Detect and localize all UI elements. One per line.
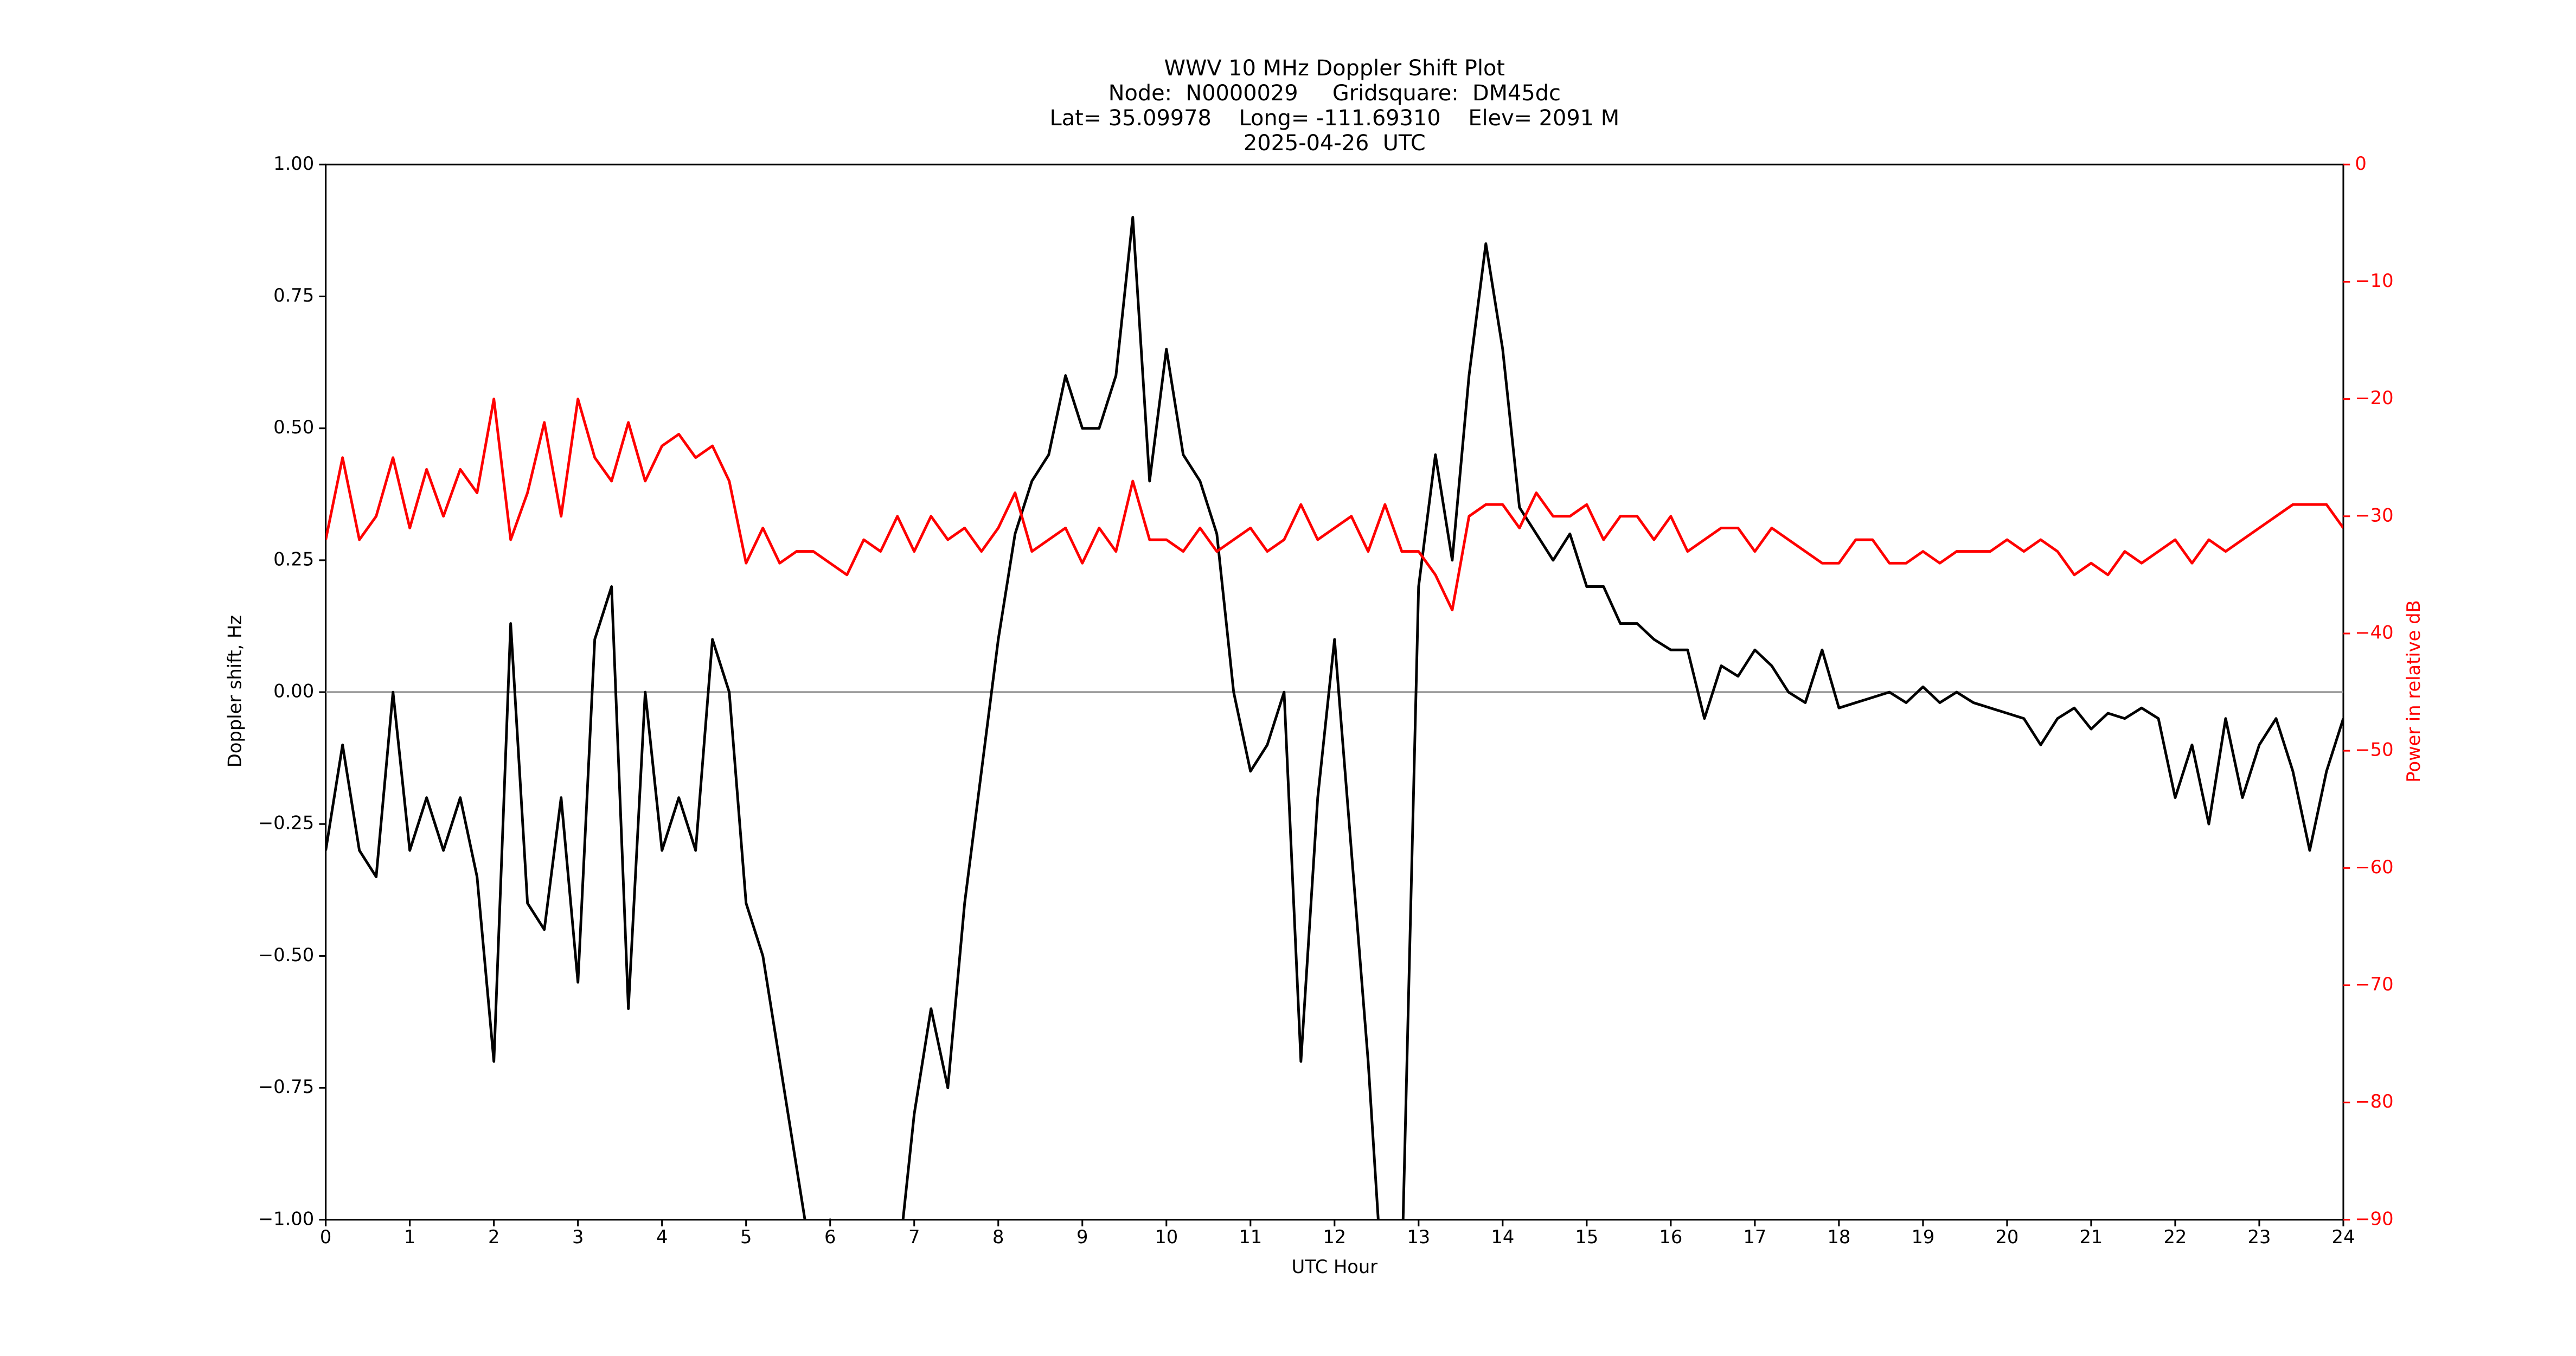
x-tick-label: 14 [1491,1226,1514,1248]
chart-subtitle: Node: N0000029 Gridsquare: DM45dc [1108,81,1561,106]
y2-tick-label: −10 [2355,270,2393,291]
y-tick-label: 0.00 [273,681,314,702]
x-tick-label: 16 [1659,1226,1682,1248]
chart-subtitle: Lat= 35.09978 Long= -111.69310 Elev= 209… [1050,106,1620,131]
y-tick-label: −1.00 [258,1208,314,1229]
y2-tick-label: −90 [2355,1208,2393,1229]
x-tick-label: 13 [1407,1226,1430,1248]
x-tick-label: 12 [1323,1226,1346,1248]
y2-tick-label: −80 [2355,1091,2393,1112]
x-tick-label: 17 [1743,1226,1766,1248]
y-tick-label: 1.00 [273,153,314,174]
x-tick-label: 8 [992,1226,1004,1248]
y2-tick-label: −30 [2355,504,2393,526]
y2-tick-label: −20 [2355,387,2393,408]
x-tick-label: 24 [2332,1226,2355,1248]
y2-axis-label: Power in relative dB [2403,600,2424,782]
x-tick-label: 21 [2079,1226,2103,1248]
x-tick-label: 22 [2164,1226,2187,1248]
x-axis-label: UTC Hour [1291,1256,1377,1277]
x-tick-label: 23 [2248,1226,2271,1248]
y2-tick-label: −50 [2355,739,2393,760]
y2-tick-label: −70 [2355,974,2393,995]
x-tick-label: 4 [656,1226,668,1248]
x-tick-label: 11 [1239,1226,1262,1248]
x-tick-label: 6 [824,1226,836,1248]
y-tick-label: −0.25 [258,813,314,834]
x-tick-label: 7 [908,1226,920,1248]
y-tick-label: 0.25 [273,548,314,570]
y-tick-label: 0.75 [273,285,314,306]
x-tick-label: 0 [320,1226,331,1248]
y2-tick-label: −40 [2355,622,2393,643]
x-tick-label: 15 [1575,1226,1598,1248]
x-tick-label: 3 [572,1226,584,1248]
series-line [325,398,2343,612]
y-tick-label: −0.50 [258,944,314,965]
x-tick-label: 9 [1076,1226,1088,1248]
y-axis-label: Doppler shift, Hz [225,615,246,767]
x-tick-label: 18 [1827,1226,1850,1248]
y2-tick-label: −60 [2355,856,2393,878]
x-tick-label: 5 [740,1226,752,1248]
x-tick-label: 20 [1995,1226,2018,1248]
series-line [325,216,2343,1220]
x-tick-label: 19 [1911,1226,1934,1248]
y-tick-label: 0.50 [273,417,314,438]
y-tick-label: −0.75 [258,1076,314,1097]
chart-subtitle: 2025-04-26 UTC [1244,131,1426,156]
chart-title: WWV 10 MHz Doppler Shift Plot [1164,56,1505,81]
x-tick-label: 10 [1155,1226,1178,1248]
y2-tick-label: 0 [2355,153,2366,174]
plot-area [325,216,2343,1220]
x-tick-label: 2 [488,1226,499,1248]
x-tick-label: 1 [404,1226,415,1248]
